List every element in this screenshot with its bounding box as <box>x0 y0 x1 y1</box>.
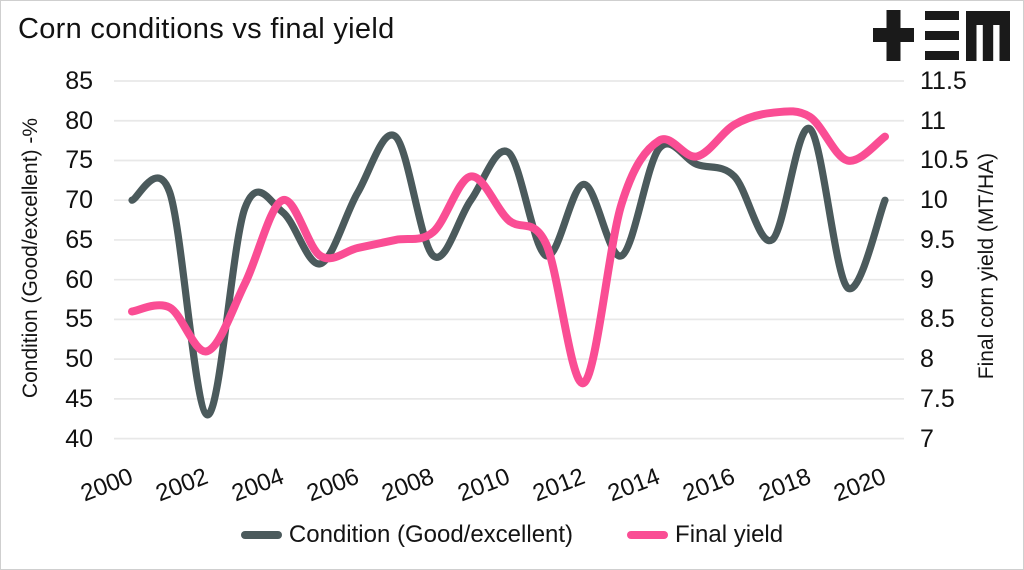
left-axis-tick-label: 60 <box>65 265 93 294</box>
left-axis-tick-label: 85 <box>65 67 93 95</box>
legend-label: Condition (Good/excellent) <box>288 521 574 548</box>
right-axis-tick-label: 8 <box>920 345 934 374</box>
tem-logo-icon <box>873 10 1010 61</box>
right-axis-tick-label: 9 <box>920 265 934 294</box>
left-axis-tick-label: 70 <box>65 186 93 215</box>
right-axis-title: Final corn yield (MT/HA) <box>975 152 998 380</box>
data-curves <box>128 107 889 419</box>
left-axis-tick-label: 55 <box>65 305 93 334</box>
right-axis-tick-label: 10.5 <box>920 146 969 175</box>
right-axis-tick-label: 8.5 <box>920 305 955 334</box>
left-axis-tick-label: 75 <box>65 146 93 175</box>
right-axis-tick-label: 9.5 <box>920 225 955 254</box>
left-axis-tick-label: 40 <box>65 424 93 453</box>
legend-item-condition[interactable]: Condition (Good/excellent) <box>240 521 574 549</box>
chart-title: Corn conditions vs final yield <box>18 13 395 45</box>
legend-label: Final yield <box>675 521 784 548</box>
legend-item-yield[interactable]: Final yield <box>627 521 783 549</box>
right-axis-tick-label: 11 <box>920 106 946 135</box>
left-axis-tick-label: 50 <box>65 345 93 374</box>
left-axis-tick-label: 65 <box>65 225 93 254</box>
yield-line <box>128 107 889 388</box>
left-axis-tick-label: 80 <box>65 106 93 135</box>
condition-line <box>128 125 889 419</box>
right-axis-tick-label: 7 <box>920 424 934 453</box>
right-axis-tick-label: 11.5 <box>920 67 967 95</box>
yield-swatch-icon <box>627 531 669 539</box>
condition-swatch-icon <box>240 531 282 539</box>
right-axis-tick-label: 10 <box>920 186 948 215</box>
left-axis-title: Condition (Good/excellent) -% <box>19 117 42 399</box>
legend: Condition (Good/excellent) Final yield <box>1 521 1023 549</box>
right-axis-tick-label: 7.5 <box>920 384 955 413</box>
left-axis-tick-label: 45 <box>65 384 93 413</box>
